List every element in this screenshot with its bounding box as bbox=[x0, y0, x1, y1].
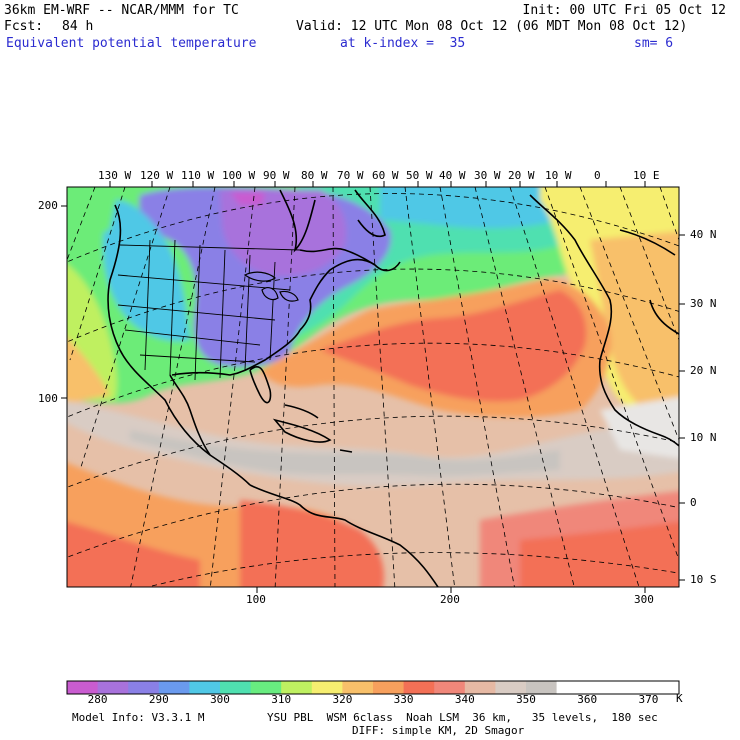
colorbar-label: 310 bbox=[271, 693, 292, 706]
colorbar-swatch bbox=[250, 681, 282, 694]
grid-y-label: 100 bbox=[38, 392, 58, 405]
colorbar-swatch bbox=[648, 681, 680, 694]
colorbar-label: 290 bbox=[148, 693, 169, 706]
colorbar-swatch bbox=[281, 681, 313, 694]
colorbar-swatch bbox=[97, 681, 129, 694]
lon-label: 0 bbox=[594, 169, 601, 182]
colorbar-swatch bbox=[464, 681, 496, 694]
lat-label: 0 bbox=[690, 496, 697, 509]
colorbar-swatch bbox=[434, 681, 466, 694]
colorbar-label: 300 bbox=[210, 693, 230, 706]
lon-label: 130 W bbox=[98, 169, 132, 182]
colorbar-swatch bbox=[220, 681, 252, 694]
colorbar-label: 340 bbox=[454, 693, 475, 706]
forecast-label: Fcst: bbox=[4, 19, 44, 34]
theta-e-field bbox=[67, 187, 679, 587]
colorbar-swatch bbox=[311, 681, 343, 694]
lon-label: 20 W bbox=[508, 169, 535, 182]
lon-label: 100 W bbox=[222, 169, 256, 182]
grid-x-label: 300 bbox=[634, 593, 654, 606]
lon-label: 50 W bbox=[406, 169, 433, 182]
lon-label: 70 W bbox=[337, 169, 364, 182]
colorbar-swatch bbox=[617, 681, 649, 694]
lat-label: 10 S bbox=[690, 573, 717, 586]
smoothing: sm= 6 bbox=[634, 36, 674, 51]
physics-info: YSU PBL WSM 6class Noah LSM 36 km, 35 le… bbox=[267, 711, 658, 724]
colorbar-swatch bbox=[67, 681, 99, 694]
lat-label: 40 N bbox=[690, 228, 717, 241]
colorbar-swatch bbox=[189, 681, 221, 694]
model-title: 36km EM-WRF -- NCAR/MMM for TC bbox=[4, 3, 239, 18]
level-index: at k-index = 35 bbox=[340, 36, 466, 51]
lon-label: 90 W bbox=[263, 169, 290, 182]
map-border bbox=[66, 186, 680, 588]
grid-x-label: 200 bbox=[440, 593, 460, 606]
great-lakes bbox=[243, 271, 299, 302]
colorbar-label: 350 bbox=[516, 693, 536, 706]
model-info: Model Info: V3.3.1 M bbox=[72, 711, 205, 724]
valid-time: Valid: 12 UTC Mon 08 Oct 12 (06 MDT Mon … bbox=[296, 19, 688, 34]
colorbar-swatch bbox=[158, 681, 190, 694]
lon-label: 60 W bbox=[372, 169, 399, 182]
colorbar-unit: K bbox=[676, 692, 683, 705]
coastlines bbox=[107, 189, 679, 587]
colorbar-swatch bbox=[495, 681, 527, 694]
colorbar-swatch bbox=[556, 681, 588, 694]
forecast-hours: 84 h bbox=[62, 19, 94, 34]
colorbar-label: 370 bbox=[638, 693, 659, 706]
lon-label: 10 E bbox=[633, 169, 660, 182]
lat-label: 10 N bbox=[690, 431, 717, 444]
colorbar bbox=[66, 680, 680, 695]
lon-label: 30 W bbox=[474, 169, 501, 182]
colorbar-label: 280 bbox=[87, 693, 108, 706]
lon-label: 10 W bbox=[545, 169, 572, 182]
colorbar-swatch bbox=[526, 681, 558, 694]
colorbar-swatch bbox=[128, 681, 160, 694]
colorbar-swatch bbox=[373, 681, 405, 694]
field-name: Equivalent potential temperature bbox=[6, 36, 257, 51]
colorbar-label: 320 bbox=[332, 693, 353, 706]
colorbar-swatch bbox=[403, 681, 435, 694]
lat-label: 20 N bbox=[690, 364, 717, 377]
diffusion-info: DIFF: simple KM, 2D Smagor bbox=[352, 724, 525, 737]
colorbar-label: 360 bbox=[577, 693, 598, 706]
colorbar-swatch bbox=[587, 681, 619, 694]
init-time: Init: 00 UTC Fri 05 Oct 12 bbox=[522, 3, 727, 18]
lon-label: 40 W bbox=[439, 169, 466, 182]
lon-label: 120 W bbox=[140, 169, 174, 182]
lon-label: 110 W bbox=[181, 169, 215, 182]
colorbar-swatch bbox=[342, 681, 374, 694]
grid-x-label: 100 bbox=[246, 593, 266, 606]
lon-label: 80 W bbox=[301, 169, 328, 182]
axis-ticks bbox=[61, 181, 685, 593]
lat-label: 30 N bbox=[690, 297, 717, 310]
grid-y-label: 200 bbox=[38, 199, 58, 212]
colorbar-label: 330 bbox=[393, 693, 414, 706]
